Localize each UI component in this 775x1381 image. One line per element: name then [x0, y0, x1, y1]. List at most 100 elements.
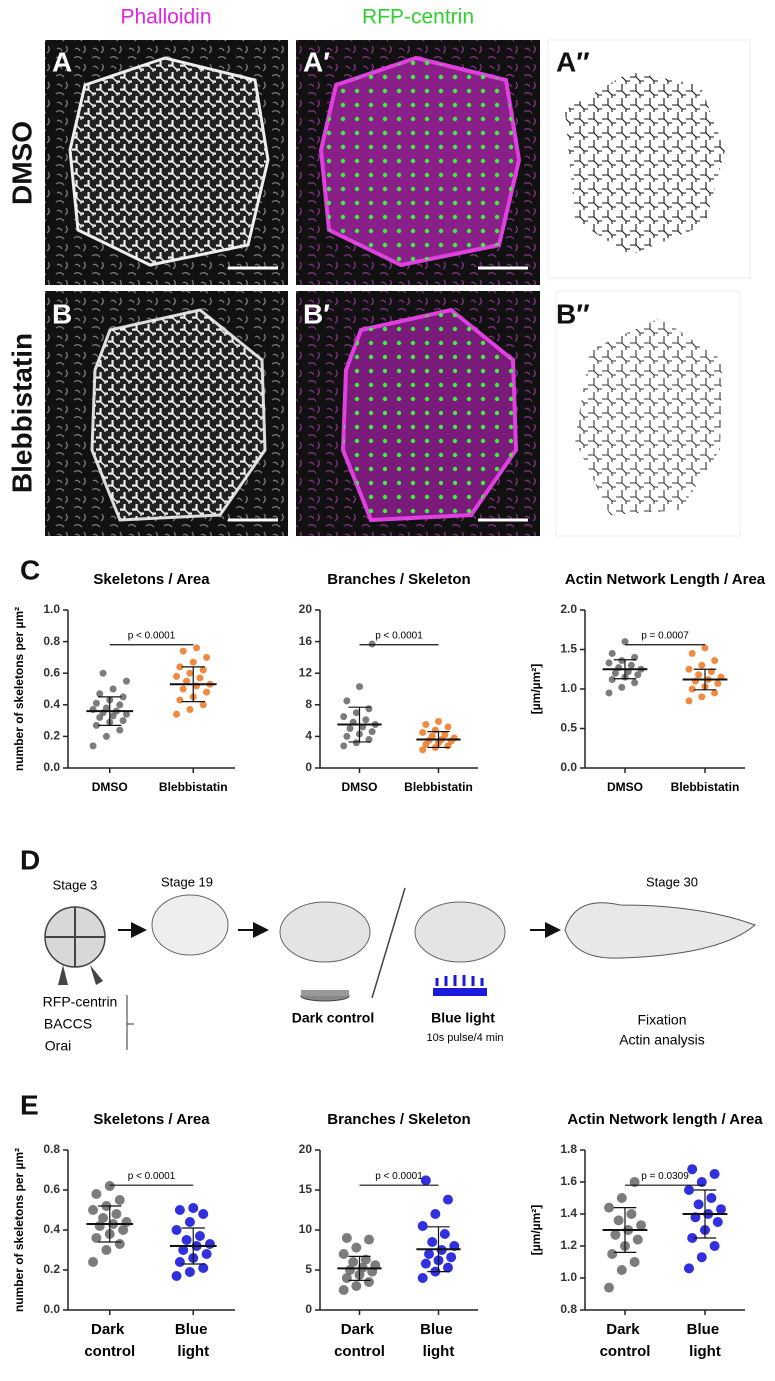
- error-bar: [427, 1226, 450, 1273]
- data-point: [363, 1277, 374, 1287]
- data-point: [196, 674, 204, 682]
- data-point: [174, 1257, 185, 1267]
- data-point: [629, 1257, 640, 1267]
- chart-title: Branches / Skeleton: [327, 1111, 470, 1128]
- row-label: Blebbistatin: [6, 333, 37, 493]
- cell-network: [92, 310, 265, 520]
- x-tick-label-line: control: [600, 1343, 651, 1360]
- data-point: [685, 697, 693, 705]
- data-point: [604, 1202, 614, 1213]
- panel-label: D: [20, 844, 40, 875]
- data-point: [92, 721, 100, 729]
- data-point: [712, 1217, 723, 1227]
- y-tick-label: 16: [299, 634, 313, 648]
- data-point: [340, 713, 348, 721]
- panel-label: C: [20, 554, 40, 585]
- data-point: [608, 676, 616, 684]
- y-tick-label: 0.2: [43, 729, 60, 743]
- data-point: [428, 732, 436, 740]
- data-point: [88, 1257, 99, 1267]
- data-point: [193, 644, 201, 652]
- y-tick-label: 1.0: [43, 602, 60, 616]
- data-point: [688, 685, 696, 693]
- data-point: [419, 746, 427, 754]
- x-tick-label-line: control: [334, 1343, 385, 1360]
- data-point: [174, 1205, 185, 1215]
- data-point: [89, 742, 97, 750]
- chart-title: Actin Network length / Area: [567, 1111, 763, 1128]
- y-axis-label: number of skeletons per µm²: [12, 1148, 26, 1312]
- data-point: [442, 1194, 453, 1205]
- data-point: [604, 1282, 614, 1293]
- data-point: [709, 1169, 720, 1179]
- x-tick-label-line: Blue: [687, 1321, 724, 1338]
- data-point: [102, 732, 110, 740]
- data-point: [351, 1281, 362, 1291]
- data-point: [352, 709, 360, 717]
- y-tick-label: 0.0: [560, 760, 577, 774]
- embryo-cleavage: [45, 907, 105, 967]
- panel-label: A: [52, 46, 72, 77]
- y-tick-label: 5: [305, 1262, 312, 1276]
- error-bar: [98, 1205, 122, 1243]
- y-tick-label: 1.6: [560, 1174, 577, 1188]
- data-point: [365, 705, 373, 713]
- data-point: [348, 1257, 359, 1267]
- data-point: [351, 1242, 362, 1253]
- y-tick-label: 0.8: [560, 1302, 577, 1316]
- data-point: [91, 1189, 102, 1199]
- data-point: [420, 1258, 431, 1269]
- y-tick-label: 0.5: [560, 721, 577, 735]
- data-point: [419, 728, 427, 736]
- data-point: [176, 663, 184, 671]
- stage-label: Stage 3: [53, 877, 98, 892]
- x-tick-label-line: light: [423, 1343, 455, 1360]
- data-point: [352, 739, 360, 747]
- data-point: [441, 731, 449, 739]
- x-tick-label: Blue light: [687, 1321, 724, 1360]
- data-point: [343, 732, 351, 740]
- error-bar: [613, 1207, 637, 1253]
- data-point: [618, 683, 626, 691]
- data-point: [613, 1215, 624, 1226]
- data-point: [616, 1265, 627, 1275]
- data-point: [631, 653, 639, 661]
- data-point: [346, 725, 354, 732]
- data-point: [611, 669, 619, 677]
- error-bar: [181, 666, 205, 703]
- data-point: [430, 1209, 441, 1219]
- condition: Dark control: [292, 1010, 374, 1026]
- data-point: [194, 1231, 205, 1241]
- data-point: [607, 1249, 618, 1259]
- data-point: [179, 647, 187, 655]
- data-point: [417, 1273, 428, 1283]
- light-rays: [435, 975, 484, 986]
- data-point: [684, 1263, 694, 1274]
- y-tick-label: 10: [299, 1222, 313, 1236]
- y-tick-label: 0.8: [43, 1142, 60, 1156]
- outcome: Fixation: [637, 1012, 686, 1028]
- data-point: [122, 677, 130, 685]
- data-point: [631, 679, 639, 687]
- tadpole: [564, 902, 756, 959]
- error-bar: [181, 1227, 205, 1265]
- chart-title: Branches / Skeleton: [327, 571, 470, 588]
- y-tick-label: 0.0: [43, 1302, 60, 1316]
- data-point: [119, 717, 127, 725]
- y-axis-label: [µm/µm²]: [529, 1205, 543, 1256]
- data-point: [627, 661, 635, 669]
- data-point: [176, 696, 184, 704]
- data-point: [417, 1221, 428, 1231]
- data-point: [711, 689, 719, 697]
- data-point: [605, 689, 613, 697]
- chart-title: Skeletons / Area: [93, 571, 210, 588]
- data-point: [184, 1217, 195, 1227]
- data-point: [171, 1271, 182, 1281]
- column-label: Phalloidin: [120, 6, 211, 29]
- data-point: [363, 1234, 374, 1245]
- condition: Blue light: [431, 1010, 495, 1026]
- data-point: [199, 666, 207, 674]
- data-point: [203, 653, 211, 661]
- data-point: [709, 1241, 720, 1251]
- data-point: [688, 649, 696, 657]
